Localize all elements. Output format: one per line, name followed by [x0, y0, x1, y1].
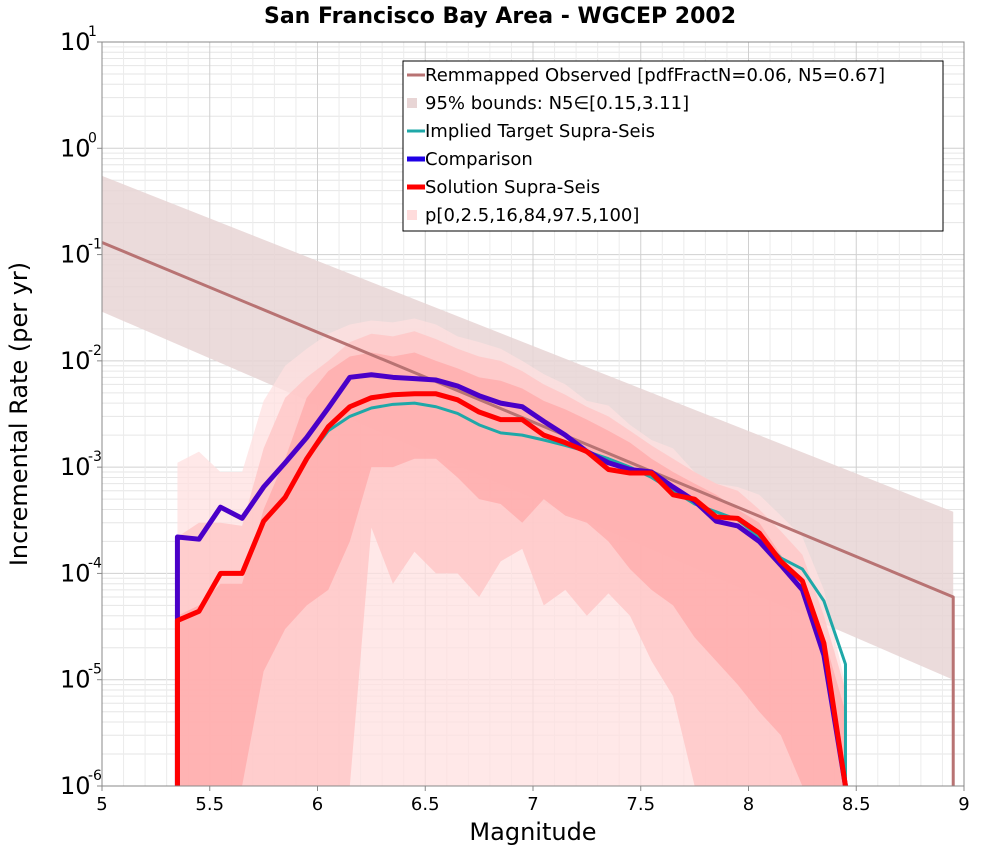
y-tick-exponent: -4	[88, 555, 102, 571]
y-tick-exponent: -5	[88, 662, 102, 678]
legend-label: 95% bounds: N5∈[0.15,3.11]	[425, 93, 689, 114]
x-tick-label: 7.5	[626, 794, 655, 815]
y-tick-exponent: 0	[88, 130, 97, 146]
x-tick-label: 8	[743, 794, 754, 815]
legend-label: Remmapped Observed [pdfFractN=0.06, N5=0…	[425, 65, 885, 86]
y-tick-label: 10	[60, 453, 91, 481]
legend-label: Solution Supra-Seis	[425, 177, 600, 198]
legend: Remmapped Observed [pdfFractN=0.06, N5=0…	[402, 60, 944, 232]
legend-label: p[0,2.5,16,84,97.5,100]	[425, 205, 639, 226]
y-axis-label: Incremental Rate (per yr)	[5, 262, 33, 566]
series-line-2	[174, 372, 848, 787]
legend-swatch	[407, 98, 417, 108]
y-tick-label: 10	[60, 28, 91, 56]
chart-title: San Francisco Bay Area - WGCEP 2002	[264, 4, 736, 29]
x-axis-ticks: 5 5.5 6 6.5 7 7.5 8 8.5 9	[96, 786, 970, 815]
series-lines	[101, 241, 955, 787]
legend-label: Comparison	[425, 149, 533, 170]
legend-box	[402, 60, 944, 232]
legend-label: Implied Target Supra-Seis	[425, 121, 655, 142]
series-line-3	[174, 391, 848, 787]
y-tick-label: 10	[60, 134, 91, 162]
y-tick-label: 10	[60, 666, 91, 694]
y-tick-label: 10	[60, 347, 91, 375]
y-tick-label: 10	[60, 241, 91, 269]
y-tick-label: 10	[60, 559, 91, 587]
x-tick-label: 8.5	[842, 794, 871, 815]
y-tick-exponent: -3	[88, 449, 102, 465]
y-tick-label: 10	[60, 772, 91, 800]
x-tick-label: 7	[527, 794, 538, 815]
series-line-0	[101, 241, 955, 786]
x-tick-label: 6.5	[411, 794, 440, 815]
band-p16-84	[177, 352, 846, 786]
x-axis-label: Magnitude	[469, 818, 596, 846]
y-tick-exponent: -2	[88, 343, 102, 359]
x-tick-label: 5	[96, 794, 107, 815]
x-tick-label: 6	[312, 794, 323, 815]
bands	[102, 175, 954, 786]
y-tick-exponent: -1	[88, 237, 102, 253]
legend-swatch	[407, 210, 417, 220]
y-tick-exponent: 1	[88, 24, 97, 40]
x-tick-label: 9	[958, 794, 969, 815]
x-tick-label: 5.5	[195, 794, 224, 815]
y-tick-exponent: -6	[88, 768, 102, 784]
